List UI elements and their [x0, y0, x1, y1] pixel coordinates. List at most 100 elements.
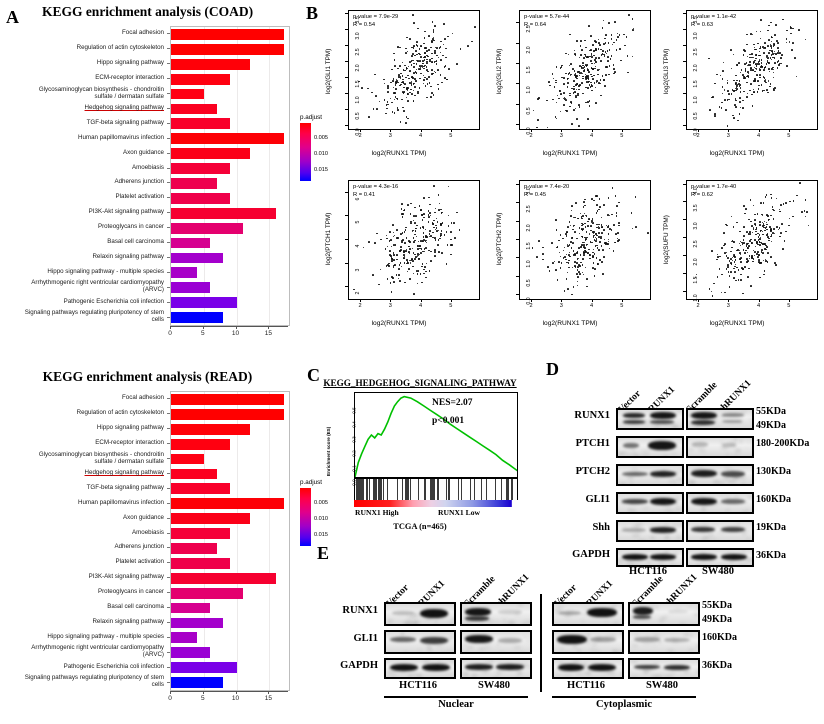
scatter-point — [708, 288, 711, 291]
scatter-point — [579, 65, 582, 67]
scatter-point — [423, 56, 425, 59]
blot-noise — [665, 638, 669, 641]
blot-noise — [642, 670, 649, 674]
blot-noise — [740, 420, 747, 422]
scatter-point — [746, 43, 748, 46]
scatter-point — [538, 97, 540, 99]
scatter-point — [397, 67, 399, 70]
scatter-point — [763, 220, 766, 223]
scatter-point — [757, 42, 759, 45]
blot-noise — [580, 664, 589, 668]
kegg-category-label: Hippo signaling pathway - multiple speci… — [47, 267, 164, 275]
scatter-point — [580, 244, 583, 246]
scatter-y-tickmark — [345, 76, 348, 78]
scatter-point — [732, 240, 735, 243]
kegg-x-tickmark — [268, 691, 270, 694]
scatter-point — [409, 261, 412, 264]
scatter-point — [598, 249, 600, 251]
scatter-point — [577, 266, 579, 268]
scatter-y-ticklabel: 1.0 — [693, 96, 699, 104]
scatter-point — [584, 204, 586, 207]
scatter-x-tickmark — [420, 299, 422, 302]
scatter-point — [578, 71, 581, 74]
scatter-point — [776, 40, 779, 42]
scatter-point — [605, 74, 607, 76]
scatter-point — [409, 61, 411, 63]
scatter-point — [399, 77, 402, 80]
scatter-point — [445, 231, 448, 234]
scatter-point — [450, 244, 452, 246]
blot-noise — [703, 452, 707, 454]
scatter-point — [405, 122, 407, 124]
scatter-y-ticklabel: 3.0 — [355, 32, 361, 40]
scatter-point — [440, 40, 442, 43]
scatter-point — [728, 260, 731, 262]
blot-noise — [501, 623, 508, 624]
scatter-point — [747, 233, 750, 235]
scatter-point — [444, 65, 447, 67]
scatter-point — [603, 238, 606, 241]
scatter-point — [764, 78, 767, 81]
scatter-point — [592, 232, 595, 235]
blot-noise — [404, 651, 409, 652]
scatter-y-ticklabel: 3.5 — [693, 16, 699, 24]
scatter-point — [574, 231, 576, 233]
scatter-point — [578, 247, 580, 249]
scatter-point — [429, 230, 431, 232]
blot-noise — [654, 478, 661, 480]
blot-band — [465, 616, 489, 621]
scatter-point — [716, 256, 719, 258]
blot-noise — [637, 539, 646, 540]
scatter-point — [576, 261, 579, 264]
scatter-point — [600, 48, 602, 51]
scatter-point — [448, 68, 450, 70]
blot-noise — [413, 612, 416, 617]
scatter-point — [713, 282, 715, 285]
blot-band — [559, 611, 581, 615]
scatter-point — [401, 78, 404, 81]
scatter-point — [416, 282, 419, 285]
scatter-point — [594, 65, 597, 68]
blot-noise — [428, 649, 433, 652]
blot-noise — [618, 452, 625, 456]
kegg-bar — [171, 103, 217, 115]
scatter-point — [744, 50, 746, 53]
scatter-point — [746, 96, 748, 98]
blot-noise — [678, 623, 686, 624]
scatter-point — [597, 48, 600, 50]
blot-noise — [740, 440, 743, 443]
scatter-point — [593, 199, 595, 202]
blot-noise — [661, 473, 664, 475]
scatter-y-tickmark — [345, 286, 348, 288]
scatter-point — [798, 28, 800, 31]
scatter-point — [423, 250, 426, 253]
scatter-point — [746, 92, 749, 95]
scatter-y-tickmark — [345, 262, 348, 264]
scatter-point — [582, 215, 584, 217]
scatter-point — [752, 204, 755, 207]
blot-noise — [689, 527, 692, 530]
kegg-read-title: KEGG enrichment analysis (READ) — [42, 369, 253, 384]
blot-noise — [695, 413, 702, 415]
scatter-point — [712, 96, 715, 98]
scatter-point — [569, 255, 571, 258]
blot-band — [722, 413, 744, 417]
scatter-point — [616, 237, 619, 240]
scatter-point — [599, 82, 601, 85]
blot-noise — [725, 466, 734, 469]
kegg-x-ticklabel: 0 — [168, 330, 172, 337]
blot-noise — [741, 564, 747, 565]
scatter-point — [391, 111, 394, 113]
blot-noise — [605, 636, 609, 638]
scatter-point — [395, 236, 398, 239]
scatter-point — [605, 224, 608, 227]
scatter-point — [588, 248, 590, 251]
scatter-point — [754, 48, 756, 51]
scatter-point — [430, 234, 433, 237]
scatter-point — [390, 291, 393, 293]
panel-label-a: A — [6, 7, 19, 27]
kegg-bar — [171, 207, 276, 219]
scatter-point — [558, 239, 560, 242]
scatter-point — [576, 284, 579, 287]
scatter-point — [602, 79, 605, 81]
